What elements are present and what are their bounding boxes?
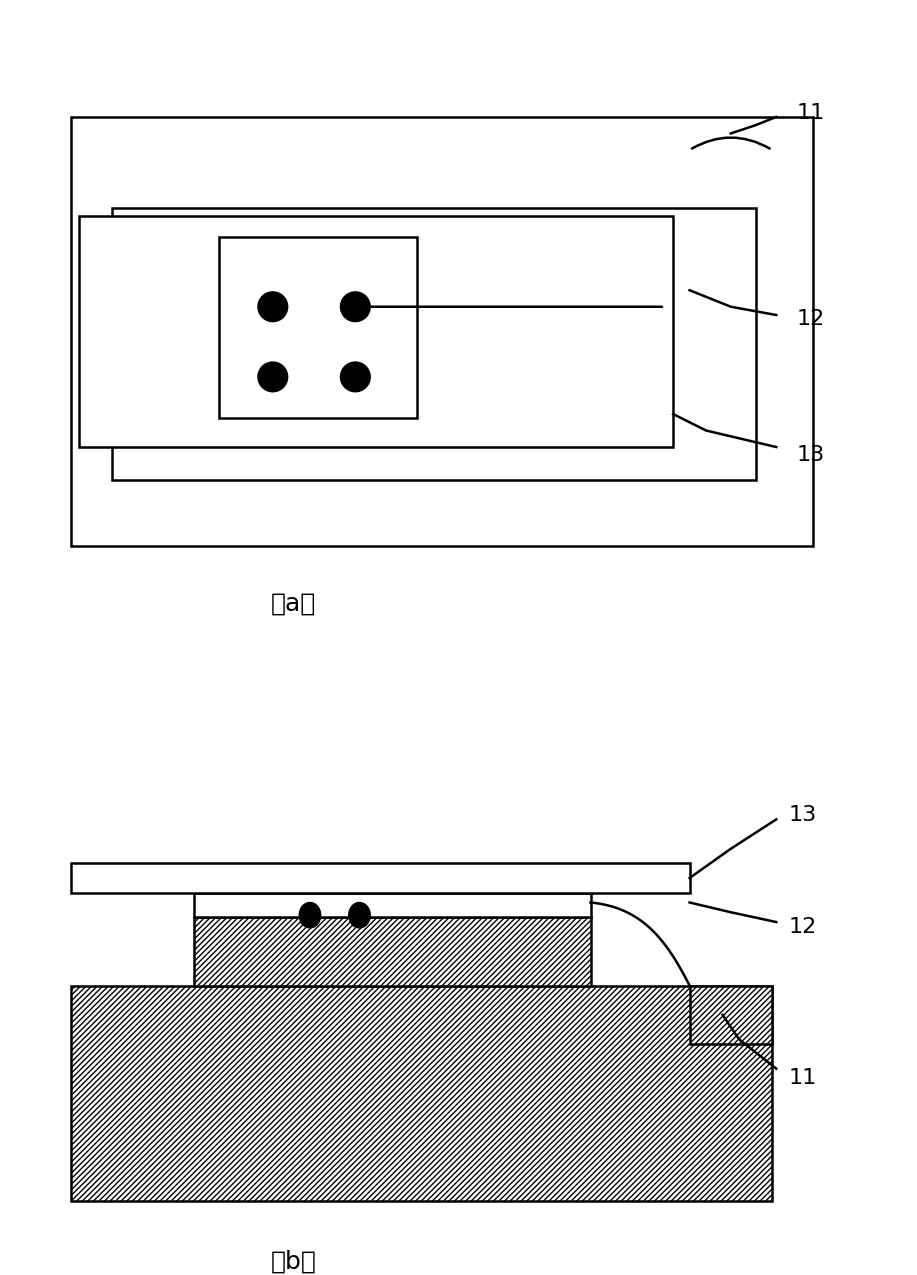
- Circle shape: [258, 362, 288, 391]
- Circle shape: [258, 292, 288, 321]
- FancyBboxPatch shape: [194, 917, 591, 986]
- Circle shape: [340, 362, 370, 391]
- FancyBboxPatch shape: [112, 208, 756, 481]
- Text: 11: 11: [789, 1068, 817, 1089]
- Text: 13: 13: [797, 445, 825, 465]
- FancyBboxPatch shape: [79, 215, 673, 448]
- FancyBboxPatch shape: [71, 117, 813, 546]
- Text: （b）: （b）: [271, 1250, 316, 1274]
- Circle shape: [348, 903, 370, 928]
- FancyBboxPatch shape: [194, 892, 591, 917]
- Circle shape: [340, 292, 370, 321]
- Text: 13: 13: [789, 805, 817, 825]
- Text: （a）: （a）: [271, 592, 316, 616]
- FancyBboxPatch shape: [71, 863, 690, 892]
- Text: 12: 12: [789, 917, 817, 937]
- FancyBboxPatch shape: [690, 986, 772, 1044]
- Text: 12: 12: [797, 309, 825, 329]
- Text: 11: 11: [797, 103, 825, 122]
- FancyBboxPatch shape: [71, 986, 772, 1201]
- FancyBboxPatch shape: [219, 237, 417, 418]
- Circle shape: [299, 903, 321, 928]
